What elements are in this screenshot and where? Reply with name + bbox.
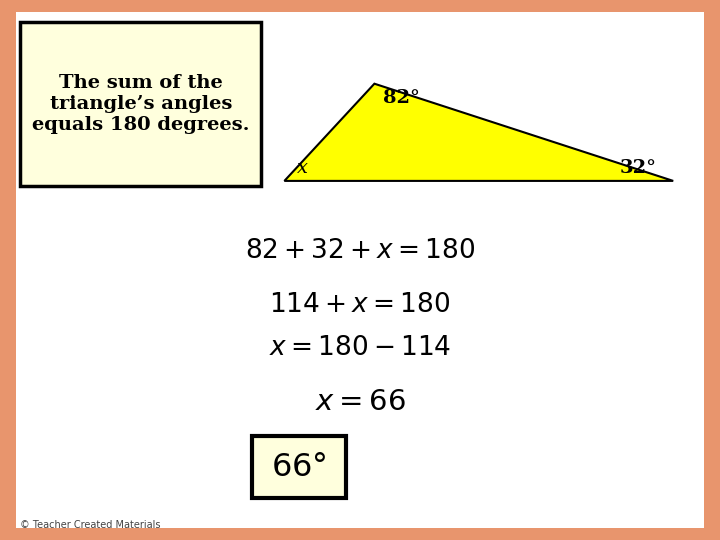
FancyBboxPatch shape	[20, 22, 261, 186]
Text: $66°$: $66°$	[271, 451, 327, 483]
Text: $114 + x = 180$: $114 + x = 180$	[269, 292, 451, 318]
Text: x: x	[297, 159, 308, 177]
Text: $x = 66$: $x = 66$	[315, 388, 405, 416]
Text: 32°: 32°	[619, 159, 656, 177]
Text: $82 + 32 + x = 180$: $82 + 32 + x = 180$	[245, 238, 475, 264]
Text: $x = 180 - 114$: $x = 180 - 114$	[269, 335, 451, 361]
Polygon shape	[284, 84, 673, 181]
Text: The sum of the
triangle’s angles
equals 180 degrees.: The sum of the triangle’s angles equals …	[32, 74, 250, 134]
FancyBboxPatch shape	[252, 436, 346, 498]
Text: 82°: 82°	[383, 89, 420, 107]
Text: © Teacher Created Materials: © Teacher Created Materials	[20, 520, 161, 530]
